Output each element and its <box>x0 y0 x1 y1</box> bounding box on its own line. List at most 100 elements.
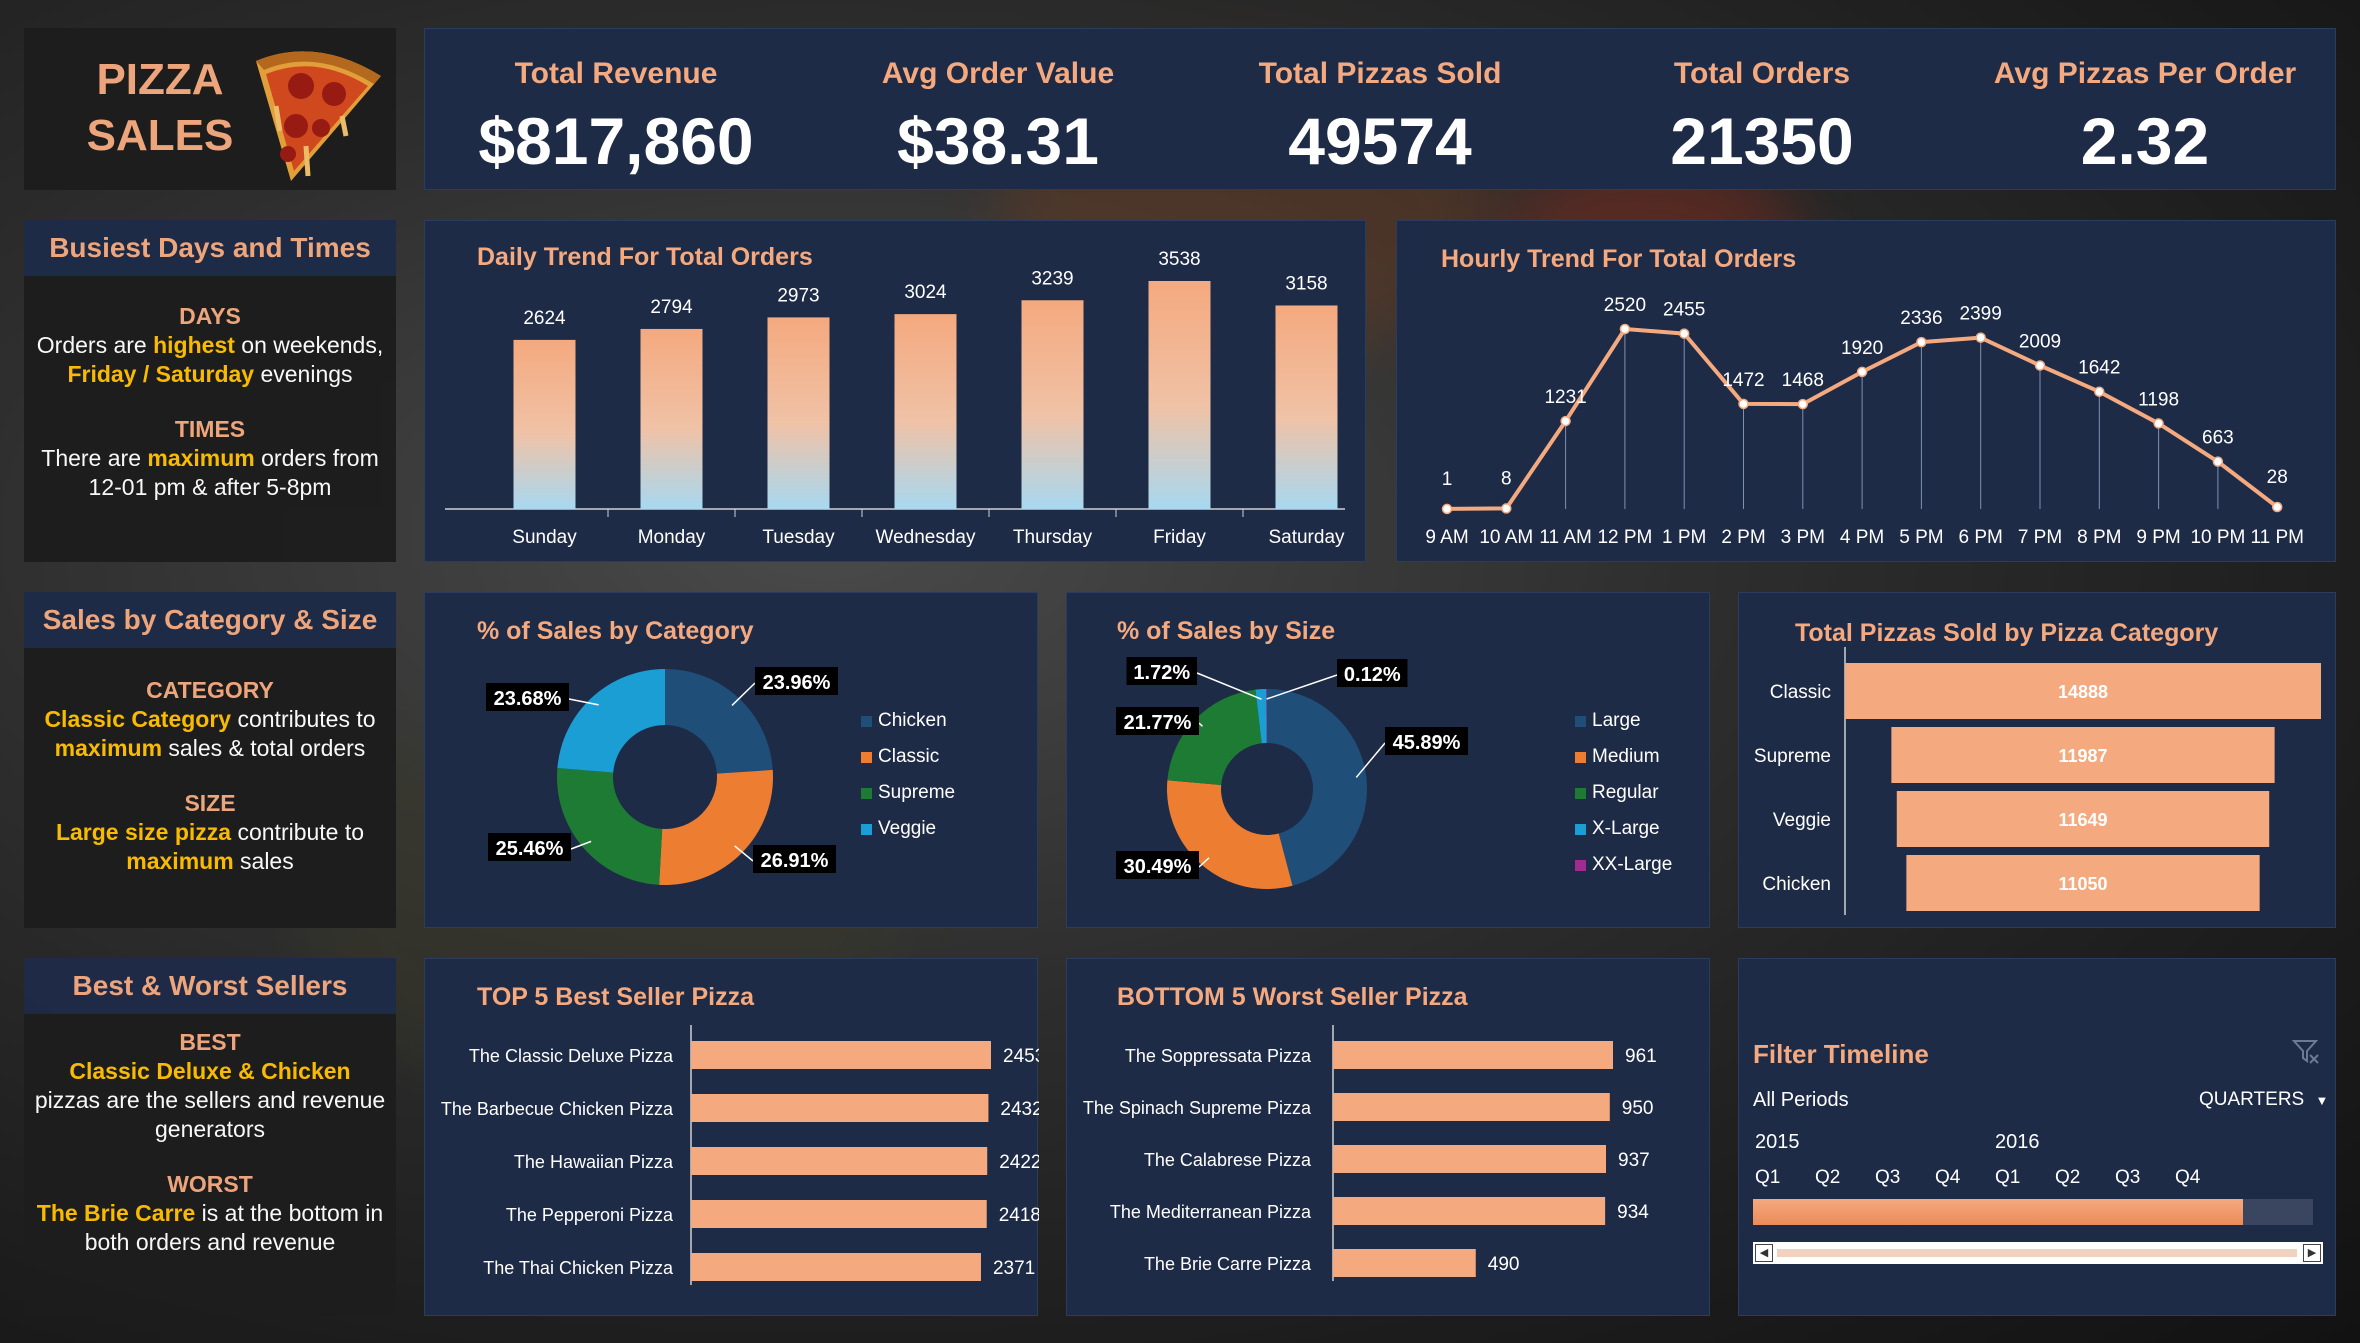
timeline-quarter[interactable]: Q1 <box>1995 1167 2021 1188</box>
kpi-avg-order-value: Avg Order Value $38.31 <box>807 29 1189 189</box>
data-label: 2371 <box>993 1258 1035 1279</box>
category-size-title: Sales by Category & Size <box>24 592 396 648</box>
timeline-year-2016: 2016 <box>1995 1131 2040 1153</box>
size-donut-chart: 45.89% 30.49% 21.77% 1.72% 0.12% <box>1116 657 1468 889</box>
bar <box>691 1147 988 1175</box>
bar <box>691 1253 981 1281</box>
best-worst-panel: Best & Worst Sellers BEST Classic Deluxe… <box>24 958 396 1316</box>
category-label: The Mediterranean Pizza <box>1110 1202 1312 1222</box>
tick-label: 8 PM <box>2077 527 2121 548</box>
data-label: 8 <box>1501 468 1512 489</box>
timeline-quarter[interactable]: Q2 <box>2055 1167 2081 1188</box>
clear-filter-icon[interactable] <box>2291 1037 2321 1067</box>
donut-slice <box>1167 689 1262 785</box>
timeline-selection-bar[interactable] <box>1753 1199 2243 1225</box>
data-point <box>2094 386 2105 397</box>
data-label: 11987 <box>2058 746 2107 766</box>
tick-label: Sunday <box>512 527 577 548</box>
category-label: CATEGORY <box>146 677 274 703</box>
leader-line <box>1198 857 1210 868</box>
legend-entry: X-Large <box>1575 811 1672 847</box>
times-label: TIMES <box>174 416 246 442</box>
data-label: 2422 <box>999 1152 1039 1173</box>
legend-entry: XX-Large <box>1575 847 1672 883</box>
donut-slice <box>557 768 663 885</box>
data-label: 490 <box>1488 1254 1520 1275</box>
category-label: The Thai Chicken Pizza <box>483 1258 674 1278</box>
category-donut-chart: 23.96% 26.91% 25.46% 23.68% <box>486 667 838 885</box>
bar <box>1333 1249 1476 1277</box>
timeline-scrollbar[interactable]: ◀ ▶ <box>1753 1242 2323 1264</box>
data-label: 25.46% <box>496 838 564 860</box>
legend-swatch <box>861 715 872 727</box>
scroll-right-icon[interactable]: ▶ <box>2303 1244 2321 1262</box>
scroll-left-icon[interactable]: ◀ <box>1755 1244 1773 1262</box>
bar <box>1275 305 1338 509</box>
top5-chart: The Classic Deluxe Pizza 2453 The Barbecue… <box>441 1025 1039 1285</box>
category-label: Veggie <box>1773 810 1831 831</box>
data-label: 961 <box>1625 1046 1657 1067</box>
bar <box>1021 300 1084 509</box>
leader-line <box>1355 742 1386 778</box>
timeline-quarter[interactable]: Q3 <box>2115 1167 2141 1188</box>
bottom5-panel: BOTTOM 5 Worst Seller Pizza The Soppress… <box>1066 958 1710 1316</box>
data-point <box>1501 503 1512 514</box>
data-label: 30.49% <box>1124 856 1192 878</box>
hourly-trend-chart: 1 9 AM 8 10 AM 1231 11 AM 2520 12 PM 2455 1 PM 147… <box>1425 295 2304 548</box>
hourly-trend-panel: Hourly Trend For Total Orders 1 9 AM 8 10 A… <box>1396 220 2336 562</box>
kpi-value: 49574 <box>1288 104 1472 178</box>
data-label: 950 <box>1622 1098 1654 1119</box>
legend-entry: Veggie <box>861 811 955 847</box>
category-size-panel: Sales by Category & Size CATEGORY Classi… <box>24 592 396 928</box>
leader-line <box>1266 674 1338 700</box>
all-periods-label: All Periods <box>1753 1089 1849 1111</box>
category-label: Supreme <box>1754 746 1831 767</box>
logo-panel: PIZZA SALES <box>24 28 396 190</box>
bottom5-chart: The Soppressata Pizza 961 The Spinach Supr… <box>1083 1025 1657 1281</box>
legend-swatch <box>1575 751 1586 763</box>
timeline-quarter[interactable]: Q4 <box>1935 1167 1961 1188</box>
leader-line <box>568 698 599 706</box>
category-donut-title: % of Sales by Category <box>477 617 754 645</box>
bar <box>1845 663 2321 719</box>
data-point <box>2034 360 2046 371</box>
legend-entry: Chicken <box>861 703 955 739</box>
data-label-box <box>488 833 571 861</box>
timeline-quarter[interactable]: Q2 <box>1815 1167 1841 1188</box>
timeline-quarter[interactable]: Q3 <box>1875 1167 1901 1188</box>
data-point <box>1619 323 1631 335</box>
timeline-quarter[interactable]: Q1 <box>1755 1167 1781 1188</box>
timeline-title: Filter Timeline <box>1753 1039 1929 1069</box>
bar <box>513 339 576 509</box>
data-point <box>1738 398 1749 410</box>
kpi-value: 2.32 <box>2080 104 2210 178</box>
tick-label: 11 AM <box>1539 527 1591 548</box>
leader-line <box>1198 722 1203 727</box>
scroll-thumb[interactable] <box>1777 1249 2297 1257</box>
data-label: 14888 <box>2058 682 2108 702</box>
data-label-box <box>486 683 569 711</box>
category-size-body: CATEGORY Classic Category contributes to… <box>34 676 386 876</box>
leader-line <box>731 682 756 707</box>
category-label: The Hawaiian Pizza <box>514 1152 674 1172</box>
category-label: The Soppressata Pizza <box>1125 1046 1312 1066</box>
bar <box>1333 1197 1606 1225</box>
legend-entry: Classic <box>861 739 955 775</box>
tick-label: 1 PM <box>1662 527 1706 548</box>
legend-entry: Medium <box>1575 739 1672 775</box>
size-donut-title: % of Sales by Size <box>1117 617 1336 645</box>
worst-text: The Brie Carre is at the bottom in both … <box>36 1200 384 1255</box>
best-text: Classic Deluxe & Chicken pizzas are the … <box>34 1058 386 1142</box>
data-label: 2794 <box>650 297 693 318</box>
data-point <box>2212 456 2224 467</box>
data-point <box>2153 418 2164 429</box>
kpi-avg-pizzas-per-order: Avg Pizzas Per Order 2.32 <box>1953 29 2337 189</box>
size-legend: Large Medium Regular X-Large XX-Large <box>1575 703 1672 883</box>
kpi-value: 21350 <box>1670 104 1854 178</box>
tick-label: 7 PM <box>2018 527 2062 548</box>
data-label: 2432 <box>1000 1099 1039 1120</box>
best-worst-body: BEST Classic Deluxe & Chicken pizzas are… <box>34 1028 386 1257</box>
data-label-box <box>1385 727 1468 755</box>
timeline-quarter[interactable]: Q4 <box>2175 1167 2201 1188</box>
timeline-level-dropdown[interactable]: QUARTERS ▼ <box>2199 1089 2328 1111</box>
